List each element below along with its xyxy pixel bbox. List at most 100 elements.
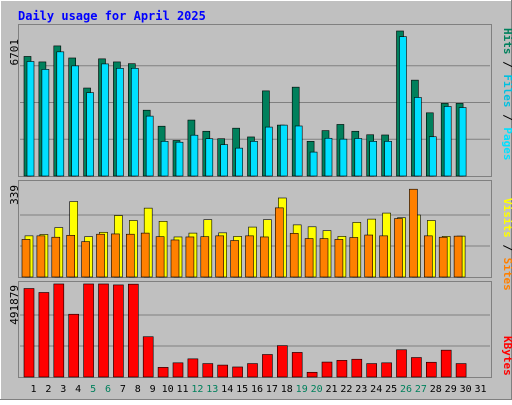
bar-sites xyxy=(304,238,314,278)
bar-sites xyxy=(36,235,46,278)
bar-files xyxy=(265,126,273,177)
bar-sites xyxy=(200,236,210,278)
x-tick-label: 14 xyxy=(221,384,233,395)
bar-kbytes xyxy=(336,360,348,378)
x-tick-label: 1 xyxy=(30,384,36,395)
x-tick-label: 12 xyxy=(191,384,203,395)
x-tick-label: 20 xyxy=(311,384,323,395)
x-tick-label: 2 xyxy=(45,384,51,395)
bar-kbytes xyxy=(98,283,109,378)
bar-sites xyxy=(349,237,359,278)
bar-sites xyxy=(111,233,120,278)
panel2-ymax-label: 339 xyxy=(8,185,21,205)
bar-kbytes xyxy=(113,284,124,378)
bar-sites xyxy=(379,235,388,278)
x-tick-label: 7 xyxy=(120,384,126,395)
x-tick-label: 13 xyxy=(206,384,218,395)
x-tick-label: 31 xyxy=(474,384,486,395)
bar-files xyxy=(369,141,378,177)
bar-files xyxy=(324,137,333,177)
bar-sites xyxy=(66,235,75,278)
x-tick-label: 23 xyxy=(355,384,367,395)
bar-kbytes xyxy=(157,367,169,378)
bar-sites xyxy=(140,232,150,278)
bar-kbytes xyxy=(411,357,422,378)
panel1-legend: Hits / Files / Pages xyxy=(501,28,512,161)
x-tick-label: 28 xyxy=(430,384,442,395)
bar-sites xyxy=(170,239,180,278)
x-tick-label: 4 xyxy=(75,384,81,395)
bar-files xyxy=(414,97,422,177)
x-tick-label: 9 xyxy=(150,384,156,395)
bar-kbytes xyxy=(276,345,288,378)
bar-kbytes xyxy=(247,363,258,378)
bar-kbytes xyxy=(202,363,214,378)
bar-files xyxy=(101,63,109,177)
bar-files xyxy=(160,141,169,177)
legend-separator: / xyxy=(501,55,512,75)
labels: 1 2 3 4 5 6 7 8 9 10 11 12 13 14 15 16 17 18 19 20 21 22 23 24 2… xyxy=(30,384,486,395)
bar-files xyxy=(458,107,467,177)
bar-sites xyxy=(438,236,448,278)
x-tick-label: 8 xyxy=(135,384,141,395)
panel2-legend: Visits / Sites xyxy=(501,198,512,291)
x-tick-label: 11 xyxy=(176,384,188,395)
x-tick-label: 6 xyxy=(105,384,111,395)
bar-files xyxy=(294,125,303,177)
x-tick-label: 26 xyxy=(400,384,412,395)
bar-sites xyxy=(81,241,90,278)
x-tick-label: 24 xyxy=(370,384,382,395)
bar-files xyxy=(205,138,214,177)
panel1-ymax-label: 6701 xyxy=(8,39,21,66)
bar-kbytes xyxy=(306,371,318,378)
x-tick-label: 19 xyxy=(296,384,308,395)
bar-files xyxy=(41,69,50,177)
chart-title: Daily usage for April 2025 xyxy=(18,9,206,23)
bar-files xyxy=(220,144,228,177)
bar-kbytes xyxy=(217,364,228,378)
bar-sites xyxy=(155,236,165,278)
bar-files xyxy=(131,67,139,177)
bar-kbytes xyxy=(53,283,65,378)
bar-files xyxy=(309,151,318,177)
bar-sites xyxy=(96,233,105,278)
legend-sites: Sites xyxy=(501,258,512,291)
bar-kbytes xyxy=(187,358,199,378)
legend-files: Files xyxy=(501,74,512,107)
bar-kbytes xyxy=(142,336,154,378)
bar-sites xyxy=(51,236,61,278)
bar-files xyxy=(71,65,79,177)
bar-kbytes xyxy=(232,366,243,378)
bar-kbytes xyxy=(366,363,378,378)
legend-visits: Visits xyxy=(501,198,512,238)
bar-kbytes xyxy=(68,313,79,378)
bar-kbytes xyxy=(172,362,184,378)
x-tick-label: 30 xyxy=(460,384,472,395)
bar-sites xyxy=(409,188,418,278)
bar-sites xyxy=(260,236,269,278)
x-tick-label: 16 xyxy=(251,384,263,395)
bar-kbytes xyxy=(381,362,392,378)
bar-sites xyxy=(21,239,31,278)
bar-kbytes xyxy=(351,358,363,378)
bar-kbytes xyxy=(23,288,35,378)
bar-files xyxy=(56,51,65,177)
x-tick-label: 29 xyxy=(445,384,457,395)
x-tick-label: 15 xyxy=(236,384,248,395)
bar-sites xyxy=(185,236,195,278)
bar-kbytes xyxy=(291,352,303,378)
x-tick-label: 3 xyxy=(60,384,66,395)
bar-sites xyxy=(289,233,299,278)
x-tick-label: 27 xyxy=(415,384,427,395)
panel3-ymax-label: 491879 xyxy=(8,285,21,325)
x-tick-label: 21 xyxy=(325,384,337,395)
bar-kbytes xyxy=(321,361,333,378)
x-tick-label: 25 xyxy=(385,384,397,395)
bar-sites xyxy=(245,235,254,278)
bar-files xyxy=(339,138,348,177)
bar-sites xyxy=(319,238,329,278)
bar-kbytes xyxy=(455,363,467,378)
bar-files xyxy=(279,124,288,177)
bar-files xyxy=(190,134,199,177)
